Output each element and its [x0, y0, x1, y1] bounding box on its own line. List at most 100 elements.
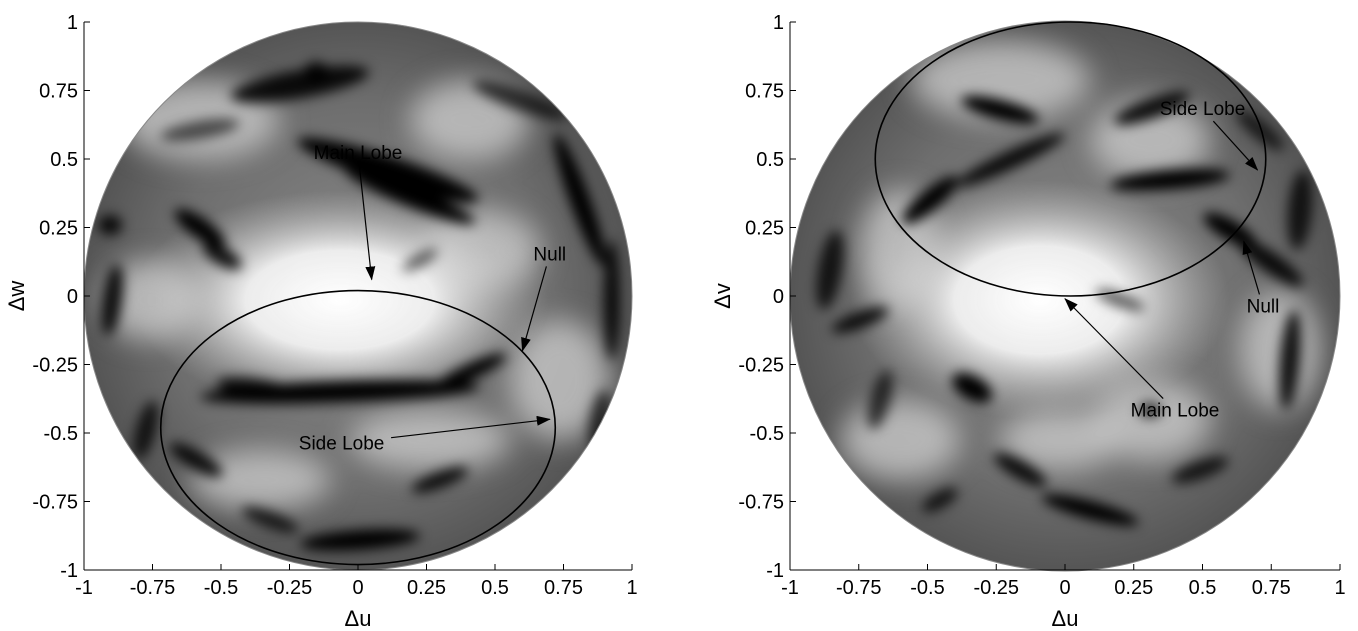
x-tick-label: 0 — [352, 577, 363, 599]
null-streak — [98, 215, 122, 235]
y-tick-label: 0.75 — [745, 81, 784, 103]
y-tick-label: -1 — [766, 560, 784, 582]
chart-right: -1 -0.75 -0.5 -0.25 0 0.25 0.5 0.75 1 -1 -0.75 -0.5… — [710, 12, 1346, 631]
beam-pattern-heatmap — [84, 22, 632, 570]
x-tick-label: 0 — [1059, 577, 1070, 599]
beam-pattern-heatmap — [790, 21, 1340, 571]
y-tick-label: 0.25 — [745, 218, 784, 240]
x-tick-label: -1 — [75, 577, 93, 599]
x-tick-label: -0.25 — [267, 577, 313, 599]
null-streak — [231, 65, 369, 103]
null-streak — [160, 118, 240, 142]
y-tick-label: -0.5 — [750, 423, 784, 445]
annotation-label: Main Lobe — [314, 143, 403, 164]
x-tick-label: 1 — [626, 577, 637, 599]
y-tick-label: 0.5 — [50, 149, 78, 171]
main-lobe-glow — [850, 180, 1230, 420]
null-streak — [304, 62, 328, 82]
annotation-label: Null — [1247, 296, 1280, 317]
annotation-arrow — [1064, 298, 1164, 399]
null-streak — [344, 168, 476, 224]
x-tick-label: 1 — [1334, 577, 1345, 599]
x-tick-label: -0.75 — [836, 577, 882, 599]
annotation: Main Lobe — [314, 143, 403, 281]
x-axis-label: Δu — [345, 606, 372, 631]
y-axis-label: Δw — [4, 281, 29, 312]
x-tick-label: -0.5 — [204, 577, 238, 599]
annotation: Side Lobe — [1160, 99, 1259, 171]
y-tick-label: 1 — [773, 12, 784, 34]
x-tick-label: 0.25 — [1114, 577, 1153, 599]
null-streak — [202, 242, 242, 270]
null-streak — [1138, 402, 1162, 418]
null-streak — [831, 307, 889, 333]
null-streak — [472, 80, 568, 120]
null-streak — [604, 240, 620, 360]
null-streak — [169, 443, 223, 477]
annotation-arrow — [358, 164, 376, 281]
null-streak — [554, 134, 606, 266]
axes: -1 -0.75 -0.5 -0.25 0 0.25 0.5 0.75 1 -1 -0.75 -0.5… — [32, 12, 637, 599]
annotation: Main Lobe — [1064, 298, 1220, 422]
null-streak — [1171, 456, 1229, 484]
null-streak — [1287, 170, 1313, 250]
null-regions — [816, 91, 1313, 526]
null-streak — [1279, 310, 1301, 410]
x-tick-label: -0.5 — [910, 577, 944, 599]
y-tick-label: -0.5 — [44, 423, 78, 445]
y-tick-label: 0 — [773, 286, 784, 308]
annotation-label: Side Lobe — [299, 433, 385, 454]
annotation-label: Side Lobe — [1160, 99, 1246, 120]
x-tick-label: 0.75 — [1252, 577, 1291, 599]
null-streak — [867, 370, 893, 430]
null-streak — [133, 400, 159, 460]
y-tick-label: -0.75 — [32, 492, 78, 514]
y-tick-label: -0.75 — [738, 492, 784, 514]
null-streak — [993, 453, 1047, 487]
annotation: Null — [1242, 240, 1280, 317]
axes: -1 -0.75 -0.5 -0.25 0 0.25 0.5 0.75 1 -1 -0.75 -0.5… — [738, 12, 1345, 599]
x-tick-label: 0.75 — [544, 577, 583, 599]
null-streak — [1041, 494, 1139, 526]
x-tick-label: 0.5 — [1189, 577, 1217, 599]
y-tick-label: 1 — [67, 12, 78, 34]
main-lobe-glow — [130, 190, 550, 410]
null-streak — [1095, 288, 1145, 312]
y-axis-label: Δv — [710, 283, 735, 309]
annotation: Null — [521, 244, 566, 352]
chart-left: -1 -0.75 -0.5 -0.25 0 0.25 0.5 0.75 1 -1 -0.75 -0.5… — [4, 12, 638, 631]
y-tick-label: -1 — [60, 560, 78, 582]
null-streak — [1114, 91, 1190, 125]
null-streak — [402, 248, 438, 272]
null-streak — [955, 133, 1065, 187]
y-tick-label: 0.25 — [39, 218, 78, 240]
y-tick-label: 0.5 — [756, 149, 784, 171]
x-tick-label: -1 — [781, 577, 799, 599]
null-streak — [297, 137, 479, 203]
null-streak — [1236, 237, 1304, 287]
x-tick-label: 0.5 — [481, 577, 509, 599]
y-tick-label: 0 — [67, 286, 78, 308]
null-streak — [816, 230, 844, 310]
annotation-label: Main Lobe — [1131, 401, 1220, 422]
x-axis-label: Δu — [1052, 606, 1079, 631]
null-streak — [216, 377, 296, 399]
null-streak — [433, 353, 507, 391]
y-tick-label: 0.75 — [39, 81, 78, 103]
null-streak — [952, 372, 992, 404]
null-streak — [100, 264, 124, 336]
y-tick-label: -0.25 — [32, 355, 78, 377]
annotation-label: Null — [533, 244, 566, 265]
null-streak — [922, 487, 958, 513]
null-streak — [411, 467, 469, 493]
x-tick-label: 0.25 — [407, 577, 446, 599]
null-streak — [1236, 109, 1284, 151]
region-ellipse — [874, 21, 1267, 297]
annotation-arrow — [390, 415, 551, 439]
x-tick-label: -0.75 — [130, 577, 176, 599]
null-streak — [1110, 168, 1230, 192]
x-tick-label: -0.25 — [973, 577, 1019, 599]
annotation-arrow — [521, 266, 547, 352]
annotation-arrow — [1242, 240, 1261, 295]
